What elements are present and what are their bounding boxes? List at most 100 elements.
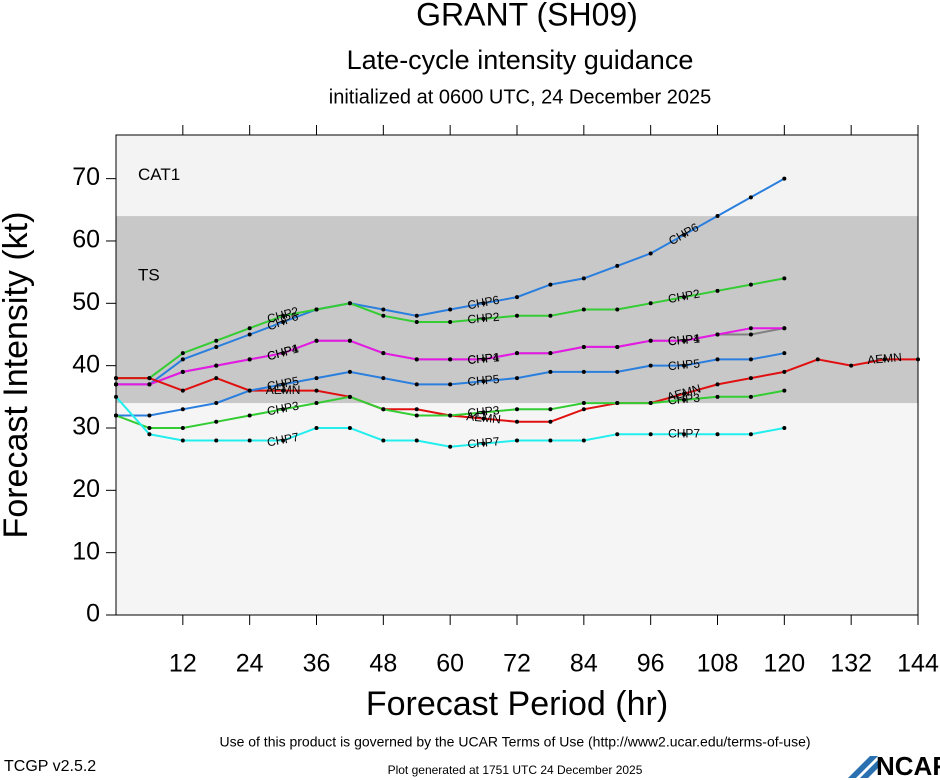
y-tick-label: 40 <box>72 350 100 378</box>
intensity-band <box>116 216 918 404</box>
data-point <box>448 382 453 387</box>
data-point <box>548 282 553 287</box>
series-label: CHP5 <box>467 372 500 389</box>
chart-subtitle: Late-cycle intensity guidance <box>347 45 694 75</box>
band-label: TS <box>138 265 160 284</box>
x-tick-label: 60 <box>436 650 464 678</box>
series-label: AEMN <box>867 350 903 367</box>
series-label: CHP4 <box>467 350 500 367</box>
data-point <box>281 320 286 325</box>
data-point <box>180 369 185 374</box>
data-point <box>481 441 486 446</box>
data-point <box>147 376 152 381</box>
data-point <box>682 391 687 396</box>
data-point <box>414 413 419 418</box>
data-point <box>214 344 219 349</box>
x-tick-label: 144 <box>897 650 939 678</box>
data-point <box>314 376 319 381</box>
data-point <box>448 357 453 362</box>
data-point <box>114 382 118 387</box>
data-point <box>347 369 352 374</box>
data-point <box>314 425 319 430</box>
data-point <box>481 301 486 306</box>
data-point <box>414 438 419 443</box>
data-point <box>615 307 620 312</box>
data-point <box>180 425 185 430</box>
data-point <box>247 326 252 331</box>
data-point <box>114 394 118 399</box>
data-point <box>481 379 486 384</box>
data-point <box>314 307 319 312</box>
x-tick-label: 108 <box>697 650 739 678</box>
data-point <box>715 288 720 293</box>
data-point <box>481 410 486 415</box>
data-point <box>414 407 419 412</box>
data-point <box>682 432 687 437</box>
series-label: CHP4 <box>667 331 700 348</box>
x-axis-label: Forecast Period (hr) <box>366 685 668 723</box>
series-label: CHP3 <box>667 391 700 408</box>
data-point <box>448 320 453 325</box>
data-point <box>515 419 519 424</box>
x-tick-label: 84 <box>570 650 598 678</box>
data-point <box>114 413 118 418</box>
data-point <box>748 282 753 287</box>
y-tick-label: 10 <box>72 537 100 565</box>
x-tick-label: 72 <box>503 650 531 678</box>
data-point <box>381 313 386 318</box>
logo-text: NCAR <box>876 751 940 780</box>
y-tick-label: 70 <box>72 163 100 191</box>
y-axis-label: Forecast Intensity (kt) <box>0 212 35 539</box>
data-point <box>180 351 185 356</box>
data-point <box>515 376 519 381</box>
data-point <box>147 425 152 430</box>
series-label: AEMN <box>266 383 301 397</box>
terms: Use of this product is governed by the U… <box>219 734 810 750</box>
data-point <box>414 357 419 362</box>
data-point <box>214 438 219 443</box>
data-point <box>180 407 185 412</box>
data-point <box>515 438 519 443</box>
data-point <box>615 432 620 437</box>
y-tick-label: 0 <box>86 600 100 628</box>
data-point <box>515 351 519 356</box>
data-point <box>214 338 219 343</box>
data-point <box>849 363 854 368</box>
data-point <box>916 357 920 362</box>
data-point <box>347 425 352 430</box>
data-point <box>147 382 152 387</box>
data-point <box>748 332 753 337</box>
chart-title: GRANT (SH09) <box>416 0 638 32</box>
data-point <box>114 376 118 381</box>
data-point <box>515 407 519 412</box>
y-tick-label: 20 <box>72 475 100 503</box>
series-label: CHP1 <box>467 350 500 367</box>
data-point <box>748 326 753 331</box>
logo: NCAR <box>848 751 940 780</box>
data-point <box>414 320 419 325</box>
data-point <box>214 363 219 368</box>
data-point <box>247 438 252 443</box>
y-tick-label: 50 <box>72 288 100 316</box>
data-point <box>247 413 252 418</box>
series-label: CHP2 <box>667 286 701 306</box>
data-point <box>381 351 386 356</box>
data-point <box>615 369 620 374</box>
data-point <box>782 176 787 181</box>
data-point <box>581 344 586 349</box>
data-point <box>481 357 486 362</box>
data-point <box>180 388 185 393</box>
data-point <box>682 363 687 368</box>
data-point <box>548 313 553 318</box>
data-point <box>748 394 753 399</box>
data-point <box>448 307 453 312</box>
data-point <box>448 444 453 449</box>
series-label: CHP3 <box>467 403 500 420</box>
data-point <box>381 376 386 381</box>
data-point <box>782 326 787 331</box>
series-label: CHP7 <box>266 430 300 450</box>
logo-mark <box>848 756 878 778</box>
series-label: AEMN <box>466 409 502 426</box>
data-point <box>682 232 687 237</box>
